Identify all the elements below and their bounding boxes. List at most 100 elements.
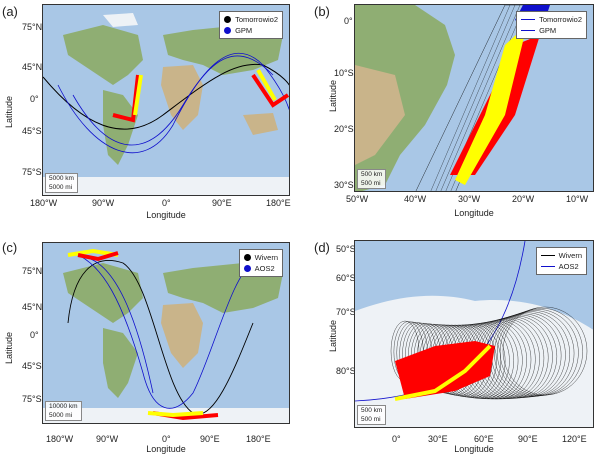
scale-km: 500 km [361, 407, 383, 414]
scale-bar: 500 km 500 mi [357, 405, 387, 425]
line-icon [540, 266, 555, 267]
x-tick: 90°E [518, 434, 538, 444]
y-tick: 70°S [336, 307, 356, 317]
x-axis-label: Longitude [146, 444, 186, 454]
swath-ellipse [502, 306, 588, 396]
x-tick: 20°W [512, 194, 535, 204]
scale-km: 500 km [361, 171, 383, 178]
x-tick: 50°W [346, 194, 369, 204]
y-tick: 45°N [22, 302, 43, 312]
marker-icon [224, 16, 232, 23]
legend-item: AOS2 [243, 263, 278, 274]
legend-item: AOS2 [540, 261, 582, 272]
panel-a: (a) Latitude 75°N 45°N 0° 45°S 75°S Tomo… [0, 0, 300, 228]
x-tick: 180°W [30, 198, 58, 208]
y-tick: 45°S [22, 361, 42, 371]
legend-label: Tomorrowio2 [235, 15, 278, 24]
scale-mi: 5000 mi [49, 412, 73, 419]
panel-b: (b) Latitude 0° 10°S 20°S 30°S Tomorrowi… [300, 0, 600, 228]
y-axis-label: Latitude [4, 95, 14, 128]
legend-label: Wivern [254, 253, 278, 262]
x-axis-label: Longitude [146, 210, 186, 220]
panel-letter: (c) [2, 240, 18, 255]
world-map: Tomorrowio2 GPM 5000 km 5000 mi [42, 4, 290, 196]
y-tick: 45°N [22, 62, 43, 72]
x-tick: 30°E [428, 434, 448, 444]
x-tick: 90°E [212, 198, 232, 208]
x-tick: 90°E [200, 434, 220, 444]
y-tick: 10°S [334, 68, 354, 78]
line-icon [521, 19, 536, 20]
region-map: Tomorrowio2 GPM 500 km 500 mi [354, 4, 594, 192]
x-tick: 90°W [96, 434, 119, 444]
scale-km: 5000 km [49, 175, 74, 182]
legend-item: Wivern [540, 250, 582, 261]
map-canvas [355, 241, 593, 427]
legend-label: GPM [235, 26, 253, 35]
x-axis-label: Longitude [454, 208, 494, 218]
legend-label: AOS2 [558, 262, 579, 271]
x-tick: 60°E [474, 434, 494, 444]
x-tick: 120°E [562, 434, 587, 444]
line-icon [540, 255, 555, 256]
legend-item: Tomorrowio2 [521, 14, 582, 25]
panel-letter: (b) [314, 4, 330, 19]
marker-icon [243, 254, 251, 261]
y-axis-label: Latitude [328, 319, 338, 352]
y-tick: 60°S [336, 273, 356, 283]
legend-item: Tomorrowio2 [224, 14, 278, 25]
x-tick: 90°W [92, 198, 115, 208]
x-tick: 180°E [246, 434, 271, 444]
swath-ellipse [497, 309, 579, 397]
scale-bar: 5000 km 5000 mi [45, 173, 78, 193]
y-tick: 75°S [22, 394, 42, 404]
panel-letter: (d) [314, 240, 330, 255]
x-tick: 0° [162, 198, 171, 208]
x-tick: 180°W [46, 434, 74, 444]
x-tick: 0° [162, 434, 171, 444]
x-tick: 0° [392, 434, 401, 444]
world-map: Wivern AOS2 10000 km 5000 mi [42, 242, 290, 424]
y-tick: 20°S [334, 124, 354, 134]
x-tick: 180°E [266, 198, 291, 208]
y-tick: 80°S [336, 366, 356, 376]
y-tick: 30°S [334, 180, 354, 190]
legend-label: Wivern [558, 251, 582, 260]
panel-c: (c) Latitude 75°N 45°N 0° 45°S 75°S Wive… [0, 228, 300, 456]
scale-km: 10000 km [49, 403, 78, 410]
scale-mi: 500 mi [361, 416, 381, 423]
panel-letter: (a) [2, 4, 18, 19]
y-axis-label: Latitude [328, 79, 338, 112]
scale-mi: 5000 mi [49, 184, 73, 191]
legend-label: Tomorrowio2 [539, 15, 582, 24]
y-tick: 75°S [22, 167, 42, 177]
y-tick: 50°S [336, 244, 356, 254]
legend-label: AOS2 [254, 264, 275, 273]
line-icon [521, 30, 536, 31]
marker-icon [243, 265, 251, 272]
y-tick: 45°S [22, 126, 42, 136]
scale-bar: 500 km 500 mi [357, 169, 387, 189]
legend: Tomorrowio2 GPM [219, 11, 283, 39]
y-tick: 0° [30, 94, 39, 104]
legend: Wivern AOS2 [535, 247, 587, 275]
swath-ellipse [499, 307, 583, 396]
y-tick: 75°N [22, 266, 43, 276]
legend-item: GPM [224, 25, 278, 36]
region-map: Wivern AOS2 500 km 500 mi [354, 240, 594, 428]
swath-ellipse [494, 310, 575, 397]
legend-label: GPM [539, 26, 557, 35]
y-tick: 0° [30, 330, 39, 340]
legend-item: Wivern [243, 252, 278, 263]
x-tick: 30°W [458, 194, 481, 204]
y-tick: 75°N [22, 22, 43, 32]
scale-mi: 500 mi [361, 180, 381, 187]
y-axis-label: Latitude [4, 331, 14, 364]
x-tick: 40°W [404, 194, 427, 204]
x-axis-label: Longitude [454, 444, 494, 454]
y-tick: 0° [344, 16, 353, 26]
legend: Tomorrowio2 GPM [516, 11, 587, 39]
marker-icon [224, 27, 232, 34]
x-tick: 10°W [566, 194, 589, 204]
panel-d: (d) Latitude 50°S 60°S 70°S 80°S Wivern … [300, 228, 600, 456]
